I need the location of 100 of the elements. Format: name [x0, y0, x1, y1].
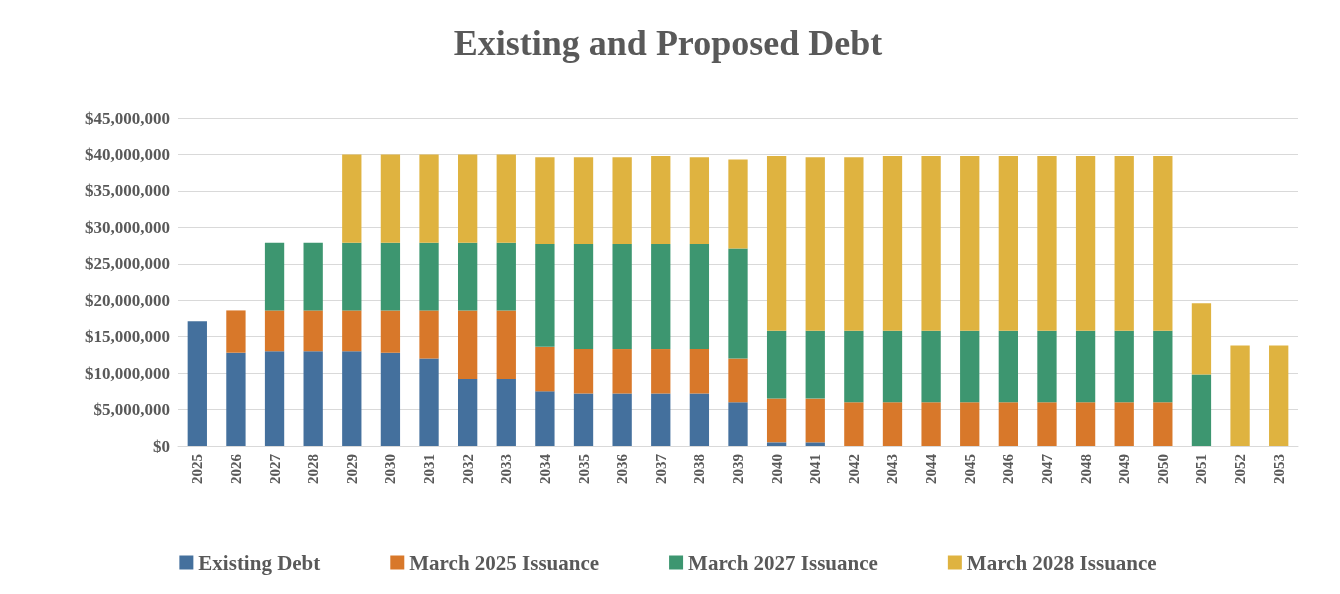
y-tick-label: $45,000,000: [85, 108, 170, 128]
bar: [728, 159, 748, 249]
bar: [496, 242, 516, 311]
y-tick-label: $0: [153, 436, 170, 456]
bar: [844, 157, 864, 331]
y-tick-label: $30,000,000: [85, 217, 170, 237]
bar: [612, 393, 632, 446]
bar: [496, 154, 516, 243]
bar: [651, 349, 671, 394]
bar: [342, 310, 362, 352]
bar: [380, 352, 401, 446]
bar: [998, 155, 1018, 331]
bar: [342, 242, 362, 311]
bar: [264, 310, 285, 352]
x-tick-label: 2040: [768, 454, 785, 484]
bar: [342, 351, 362, 446]
bar: [573, 349, 594, 394]
x-tick-label: 2043: [884, 454, 901, 484]
bar: [535, 157, 555, 245]
bar: [651, 244, 671, 350]
x-tick-label: 2045: [961, 454, 978, 484]
bar: [380, 310, 401, 353]
x-tick-label: 2037: [652, 453, 669, 484]
bar: [419, 310, 439, 359]
bar: [226, 310, 246, 353]
bar: [1230, 345, 1250, 446]
x-tick-label: 2036: [614, 453, 631, 484]
bar: [960, 330, 980, 403]
bar: [612, 349, 632, 394]
bar: [728, 248, 748, 359]
x-tick-label: 2047: [1038, 453, 1055, 484]
bar: [882, 155, 903, 331]
bar: [303, 351, 323, 446]
x-tick-label: 2033: [498, 454, 515, 484]
bar: [535, 244, 555, 347]
x-tick-label: 2052: [1232, 454, 1249, 484]
bar: [1075, 155, 1096, 331]
y-tick-label: $10,000,000: [85, 363, 170, 383]
x-tick-label: 2030: [382, 454, 399, 484]
bar: [342, 154, 362, 243]
bar: [1075, 402, 1096, 446]
bar: [1037, 155, 1057, 331]
bar: [766, 442, 787, 446]
y-tick-label: $35,000,000: [85, 181, 170, 201]
x-tick-label: 2027: [266, 453, 283, 484]
bar: [1153, 402, 1173, 446]
bar: [805, 442, 825, 446]
bar: [921, 155, 941, 331]
bar: [419, 242, 439, 311]
x-tick-label: 2049: [1116, 454, 1133, 484]
bar: [1153, 330, 1173, 403]
bar: [1114, 402, 1134, 446]
x-tick-label: 2026: [227, 453, 244, 484]
x-tick-label: 2048: [1077, 454, 1094, 484]
bar: [573, 393, 594, 446]
bar: [651, 155, 671, 245]
bar: [303, 242, 323, 311]
bar: [496, 378, 516, 446]
legend-label: March 2027 Issuance: [688, 550, 878, 575]
bar: [805, 330, 825, 399]
bar: [998, 402, 1018, 446]
y-tick-label: $5,000,000: [93, 400, 170, 420]
x-tick-label: 2032: [459, 454, 476, 484]
bar: [689, 244, 710, 350]
bar: [805, 157, 825, 331]
bar: [689, 157, 710, 245]
bar: [380, 242, 401, 311]
bar: [612, 244, 632, 350]
bar: [960, 402, 980, 446]
legend-label: March 2028 Issuance: [966, 550, 1157, 575]
bar: [1075, 330, 1096, 403]
bar: [380, 154, 401, 243]
bar: [419, 154, 439, 243]
bar: [728, 402, 748, 446]
y-tick-label: $40,000,000: [85, 144, 170, 164]
bar: [1114, 155, 1134, 331]
x-tick-label: 2050: [1154, 454, 1171, 484]
bar: [766, 155, 787, 331]
bar: [573, 244, 594, 350]
bar: [535, 346, 555, 392]
bar: [496, 310, 516, 379]
bar: [303, 310, 323, 352]
x-tick-label: 2031: [421, 454, 438, 484]
bar: [458, 378, 478, 446]
x-tick-label: 2051: [1193, 454, 1210, 484]
bar: [264, 242, 285, 311]
bar: [844, 330, 864, 403]
legend-label: March 2025 Issuance: [409, 550, 600, 575]
x-tick-label: 2028: [305, 454, 322, 484]
chart-title: Existing and Proposed Debt: [453, 23, 883, 63]
x-tick-label: 2044: [923, 453, 940, 484]
bar: [612, 157, 632, 245]
bar: [689, 349, 710, 394]
bar: [419, 358, 439, 446]
x-tick-label: 2029: [343, 454, 360, 484]
bar: [882, 330, 903, 403]
x-tick-label: 2034: [536, 453, 553, 484]
y-tick-label: $20,000,000: [85, 290, 170, 310]
x-tick-label: 2046: [1000, 453, 1017, 484]
bar: [921, 402, 941, 446]
